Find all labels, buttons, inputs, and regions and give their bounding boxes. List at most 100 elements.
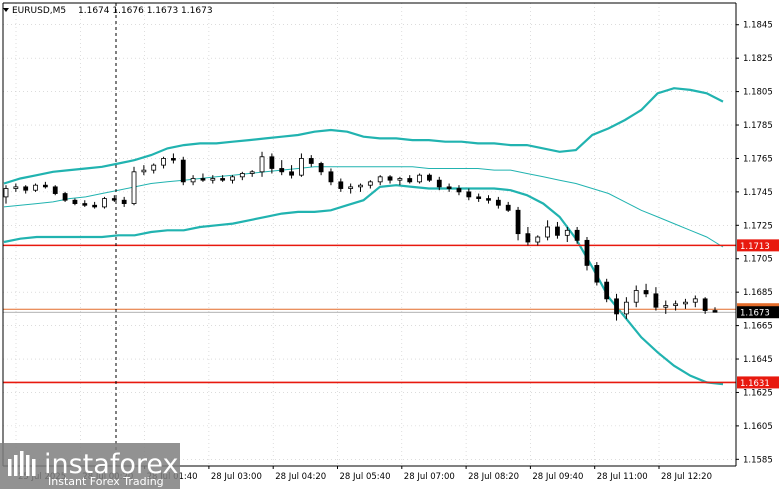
watermark-brand: instaforex	[44, 449, 178, 480]
x-tick-label: 28 Jul 11:00	[597, 472, 648, 482]
candle-body	[663, 305, 669, 308]
candle-body	[23, 186, 29, 191]
candle-body	[633, 290, 639, 303]
level-price-tag: 1.1631	[740, 379, 770, 389]
candle-body	[102, 198, 107, 208]
watermark-tagline: Instant Forex Trading	[48, 475, 164, 488]
y-tick-label: 1.1605	[743, 422, 773, 432]
y-tick-label: 1.1805	[743, 88, 773, 98]
candle-body	[515, 209, 521, 235]
candle-body	[505, 204, 511, 211]
y-axis-ticks: 1.1845 1.1825 1.1805 1.1785 1.1765 1.1745 1.17…	[736, 21, 773, 465]
candle-body	[328, 171, 334, 183]
candle-body	[702, 298, 708, 311]
y-tick-label: 1.1845	[743, 21, 773, 31]
candle-body	[131, 171, 137, 204]
candle-body	[407, 178, 413, 183]
level-price-tag-background	[737, 239, 779, 252]
current-price-tag: 1.1673	[740, 309, 770, 319]
quote-values: 1.1674 1.1676 1.1673 1.1673	[78, 6, 213, 16]
candle-body	[367, 181, 373, 186]
candle-body	[190, 178, 196, 183]
bollinger-bands	[3, 87, 724, 386]
dropdown-arrow-icon[interactable]	[3, 8, 9, 12]
y-tick-label: 1.1685	[743, 288, 773, 298]
candle-body	[92, 204, 98, 208]
candle-body	[72, 199, 78, 204]
candle-body	[397, 178, 403, 181]
candle-body	[712, 310, 718, 313]
y-tick-label: 1.1785	[743, 121, 773, 131]
instaforex-logo-icon	[8, 451, 36, 476]
x-tick-label: 28 Jul 12:20	[661, 472, 712, 482]
candle-body	[555, 226, 560, 236]
bollinger-upper-line	[3, 87, 724, 185]
candle-body	[279, 168, 285, 173]
x-tick-label: 28 Jul 07:00	[404, 472, 455, 482]
candle-body	[3, 188, 9, 198]
candle-body	[33, 184, 38, 191]
candle-body	[653, 293, 659, 308]
candle-body	[683, 301, 688, 305]
y-tick-label: 1.1765	[743, 154, 773, 164]
y-tick-label: 1.1645	[743, 355, 773, 365]
candle-body	[387, 176, 393, 181]
candle-body	[308, 158, 314, 164]
candle-body	[318, 163, 324, 173]
candle-body	[348, 186, 354, 189]
y-tick-label: 1.1745	[743, 188, 773, 198]
axes	[2, 2, 737, 467]
candle-body	[604, 281, 610, 300]
candle-body	[673, 303, 679, 306]
y-tick-label: 1.1705	[743, 255, 773, 265]
y-tick-label: 1.1725	[743, 221, 773, 231]
candle-body	[377, 176, 383, 183]
candle-body	[623, 301, 629, 315]
bollinger-lower-line	[3, 184, 724, 386]
x-tick-label: 28 Jul 08:20	[468, 472, 519, 482]
current-price-tag-background	[737, 306, 779, 319]
candle-body	[82, 203, 88, 206]
watermark-background	[0, 443, 180, 489]
candle-body	[151, 164, 157, 171]
candle-body	[121, 199, 127, 204]
candle-body	[62, 193, 68, 201]
candle-body	[486, 198, 491, 201]
x-tick-label: 28 Jul 09:40	[532, 472, 583, 482]
candle-body	[643, 290, 649, 295]
candle-body	[52, 186, 58, 194]
candle-body	[210, 178, 216, 181]
level-price-tag-background	[737, 376, 779, 389]
candle-body	[13, 186, 19, 189]
candle-body	[249, 171, 255, 174]
candles	[3, 151, 718, 321]
candle-body	[574, 229, 580, 241]
x-tick-label: 28 Jul 05:40	[340, 472, 391, 482]
y-tick-label: 1.1625	[743, 388, 773, 398]
candle-body	[180, 159, 186, 183]
y-tick-label: 1.1825	[743, 54, 773, 64]
candle-body	[200, 178, 206, 181]
candle-body	[476, 196, 482, 199]
price-tags: 1.1713 1.1631 1.1673	[737, 239, 779, 389]
candle-body	[111, 198, 117, 201]
candle-body	[545, 226, 550, 238]
x-tick-label: 28 Jul 04:20	[275, 472, 326, 482]
candle-body	[466, 191, 472, 198]
orange-price-tag	[737, 303, 779, 309]
candle-body	[456, 188, 462, 193]
candle-body	[141, 169, 147, 173]
candle-body	[171, 158, 176, 161]
level-lines	[3, 244, 736, 384]
candle-body	[220, 178, 226, 181]
candle-body	[299, 158, 304, 176]
level-price-tag: 1.1713	[740, 242, 770, 252]
candle-body	[427, 174, 432, 181]
candle-body	[338, 181, 344, 189]
candle-body	[161, 158, 166, 166]
candle-body	[417, 174, 422, 183]
candle-body	[358, 184, 363, 188]
candle-body	[230, 176, 235, 181]
